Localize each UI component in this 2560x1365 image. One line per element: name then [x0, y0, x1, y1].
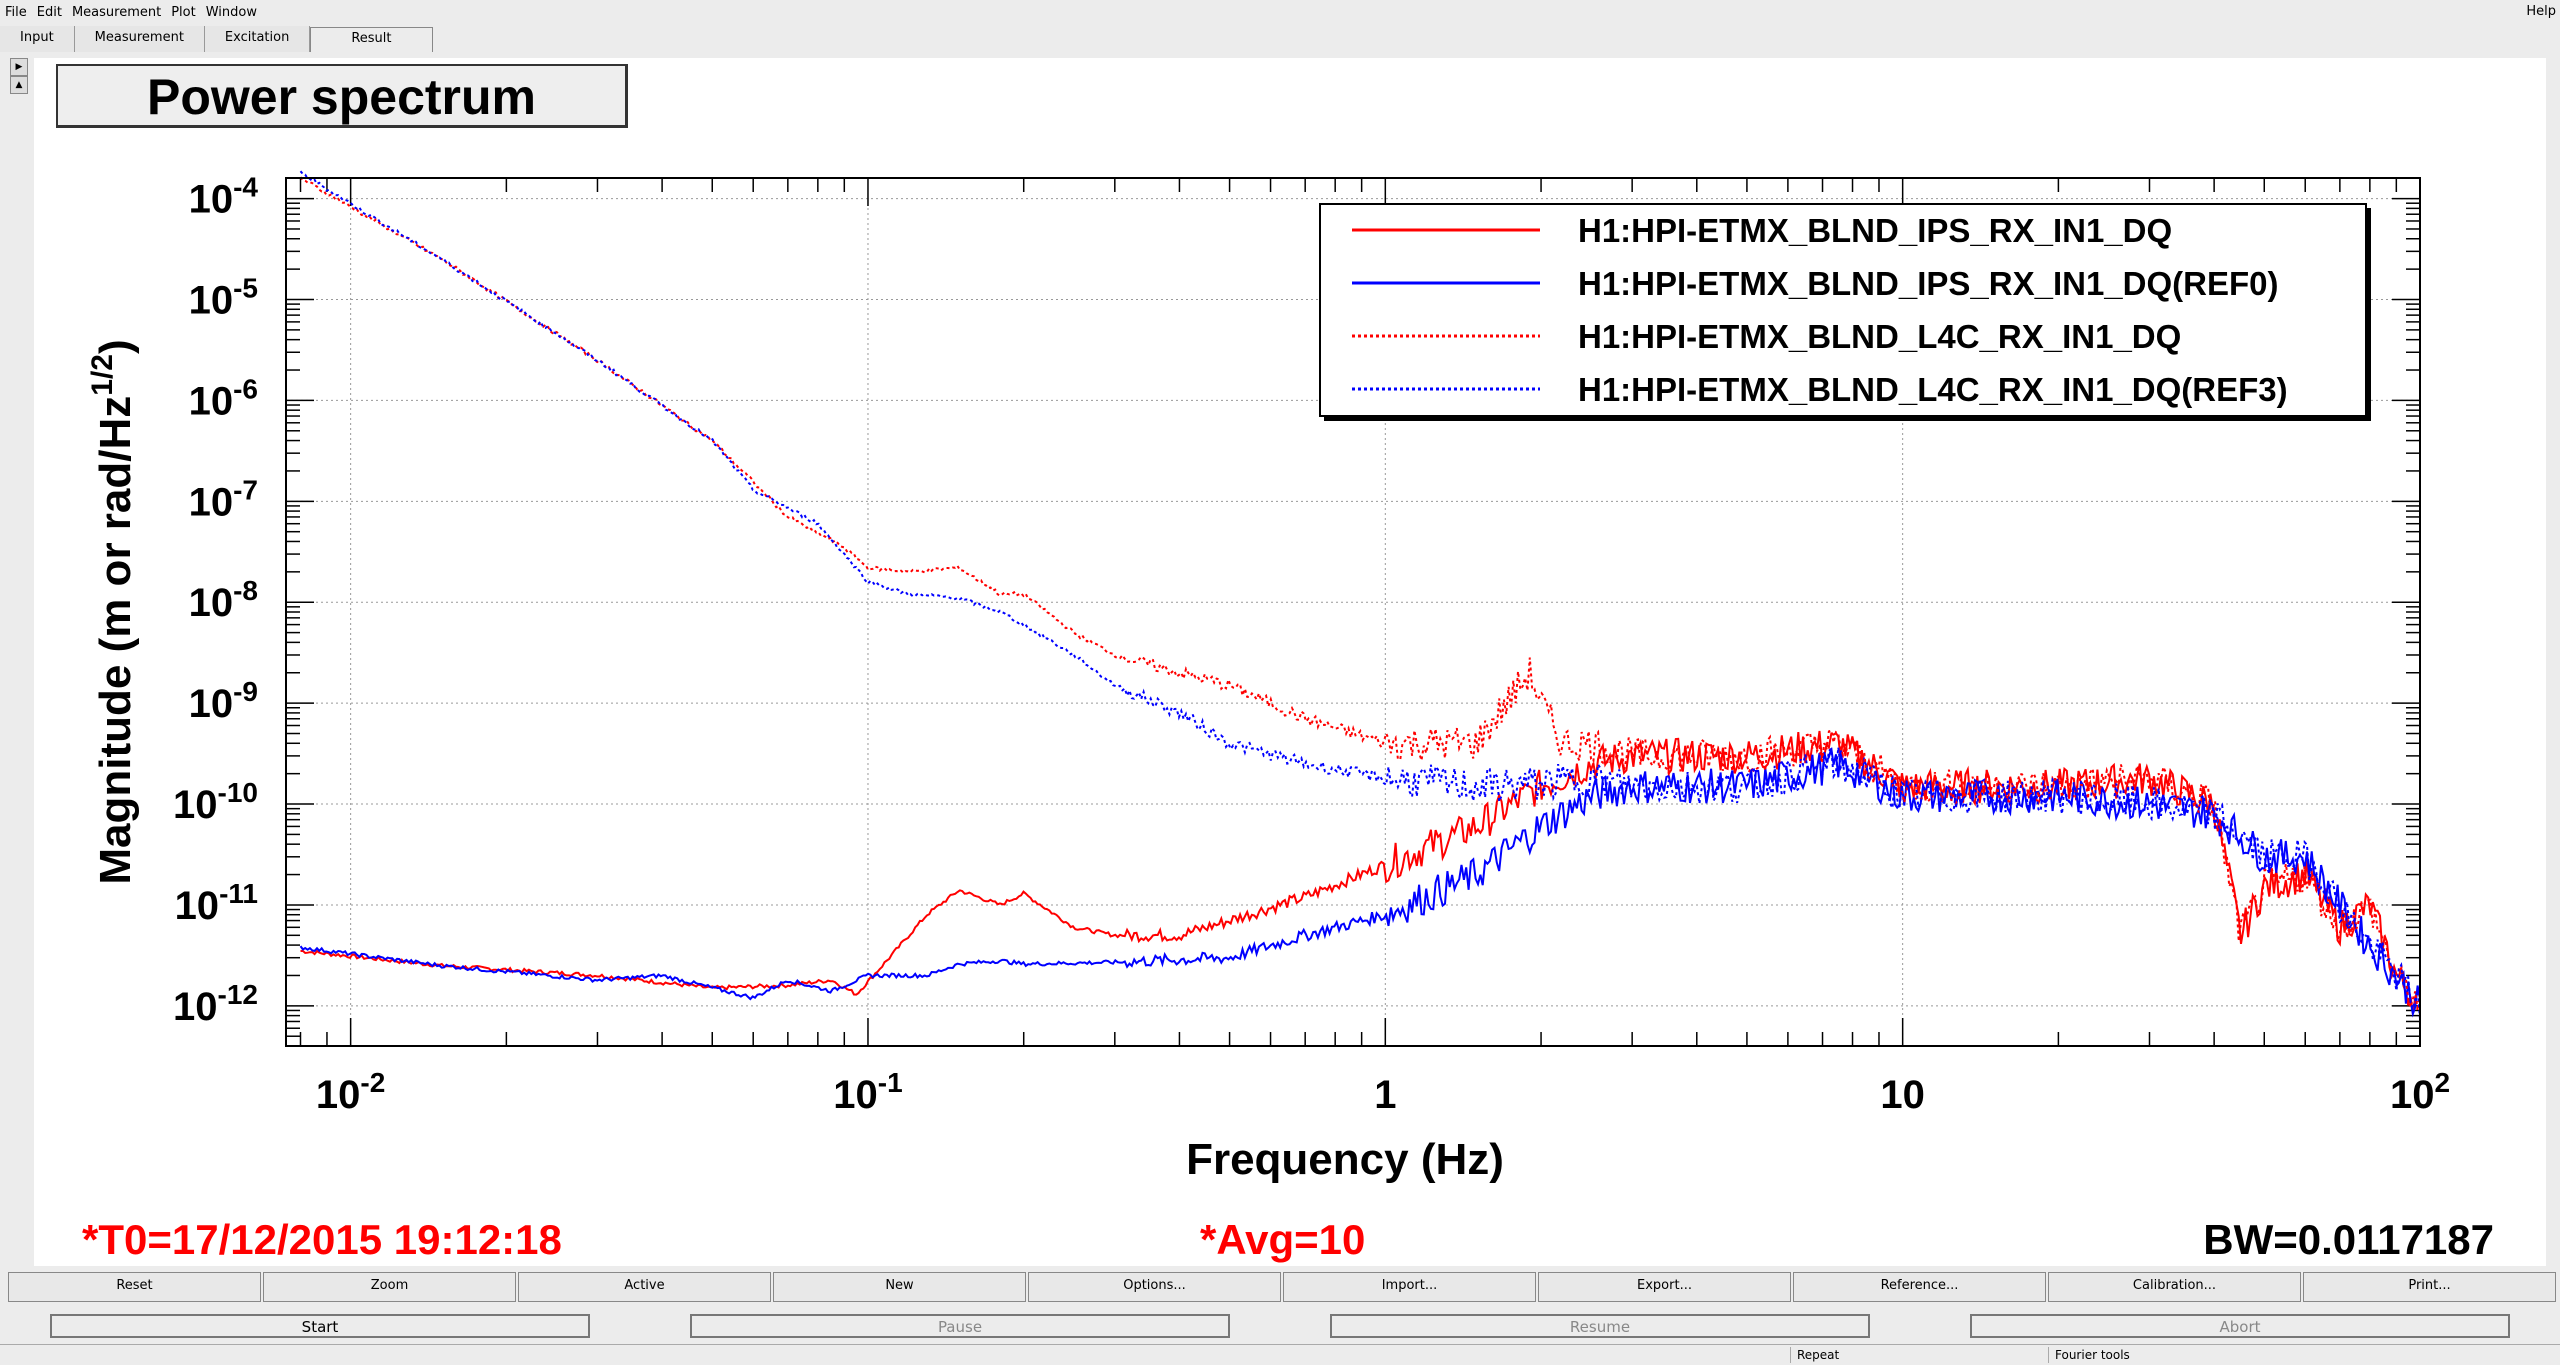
y-tick-label: 10-4 — [189, 172, 259, 222]
menu-window[interactable]: Window — [205, 4, 257, 20]
print-button[interactable]: Print... — [2303, 1272, 2556, 1302]
y-tick-label: 10-10 — [173, 777, 258, 827]
y-tick-label: 10-6 — [189, 373, 258, 423]
menu-file[interactable]: File — [5, 4, 27, 20]
legend-entry: H1:HPI-ETMX_BLND_L4C_RX_IN1_DQ — [1578, 318, 2181, 355]
new-button[interactable]: New — [773, 1272, 1026, 1302]
tab-bar: Input Measurement Excitation Result — [0, 26, 2560, 52]
svg-text:Magnitude (m or rad/Hz1/2): Magnitude (m or rad/Hz1/2) — [86, 339, 140, 884]
x-tick-label: 10-1 — [833, 1067, 902, 1117]
bandwidth-label: BW=0.0117187 — [2203, 1216, 2494, 1263]
menu-measurement[interactable]: Measurement — [71, 4, 162, 20]
avg-label: *Avg=10 — [1200, 1216, 1365, 1263]
status-repeat: Repeat — [1790, 1347, 2047, 1363]
x-tick-label: 10-2 — [316, 1067, 385, 1117]
series-line-0 — [300, 730, 2421, 1015]
menu-edit[interactable]: Edit — [36, 4, 62, 20]
reset-button[interactable]: Reset — [8, 1272, 261, 1302]
tab-result[interactable]: Result — [310, 27, 433, 52]
x-tick-label: 10 — [1880, 1073, 1925, 1117]
page-title: Power spectrum — [56, 64, 628, 128]
options-button[interactable]: Options... — [1028, 1272, 1281, 1302]
legend: H1:HPI-ETMX_BLND_IPS_RX_IN1_DQ H1:HPI-ETM… — [1319, 203, 2371, 421]
x-axis-label: Frequency (Hz) — [1186, 1135, 1504, 1184]
y-tick-label: 10-12 — [173, 979, 258, 1029]
x-tick-label: 1 — [1374, 1073, 1396, 1117]
reference-button[interactable]: Reference... — [1793, 1272, 2046, 1302]
y-tick-label: 10-11 — [175, 878, 258, 928]
x-tick-label: 102 — [2390, 1067, 2450, 1117]
run-controls: Start Pause Resume Abort — [0, 1310, 2560, 1344]
tab-excitation[interactable]: Excitation — [204, 26, 311, 52]
series-line-1 — [299, 748, 2421, 1018]
legend-entry: H1:HPI-ETMX_BLND_IPS_RX_IN1_DQ — [1578, 212, 2172, 249]
abort-button[interactable]: Abort — [1970, 1314, 2510, 1338]
collapse-arrow-icon[interactable]: ▲ — [10, 76, 28, 94]
active-button[interactable]: Active — [518, 1272, 771, 1302]
export-button[interactable]: Export... — [1538, 1272, 1791, 1302]
plot-controls: Reset Zoom Active New Options... Import.… — [8, 1272, 2558, 1302]
start-button[interactable]: Start — [50, 1314, 590, 1338]
pause-button[interactable]: Pause — [690, 1314, 1230, 1338]
y-tick-label: 10-8 — [189, 575, 258, 625]
menu-plot[interactable]: Plot — [171, 4, 196, 20]
legend-entry: H1:HPI-ETMX_BLND_L4C_RX_IN1_DQ(REF3) — [1578, 371, 2288, 408]
series-line-2 — [299, 176, 2421, 1011]
menu-bar: File Edit Measurement Plot Window Help — [0, 0, 2560, 24]
y-tick-label: 10-5 — [189, 273, 258, 323]
status-fourier: Fourier tools — [2048, 1347, 2555, 1363]
tab-input[interactable]: Input — [0, 26, 75, 52]
t0-label: *T0=17/12/2015 19:12:18 — [82, 1216, 562, 1263]
status-bar: Repeat Fourier tools — [0, 1344, 2560, 1365]
resume-button[interactable]: Resume — [1330, 1314, 1870, 1338]
y-tick-label: 10-7 — [189, 474, 258, 524]
legend-entry: H1:HPI-ETMX_BLND_IPS_RX_IN1_DQ(REF0) — [1578, 265, 2278, 302]
menu-help[interactable]: Help — [2526, 4, 2556, 19]
zoom-button[interactable]: Zoom — [263, 1272, 516, 1302]
import-button[interactable]: Import... — [1283, 1272, 1536, 1302]
tab-measurement[interactable]: Measurement — [74, 26, 205, 52]
y-tick-label: 10-9 — [189, 676, 258, 726]
calibration-button[interactable]: Calibration... — [2048, 1272, 2301, 1302]
y-axis-label: Magnitude (m or rad/Hz1/2) — [86, 339, 140, 884]
series-line-3 — [299, 170, 2421, 1019]
plot-frame — [285, 177, 2421, 1047]
expand-arrow-icon[interactable]: ▶ — [10, 58, 28, 76]
